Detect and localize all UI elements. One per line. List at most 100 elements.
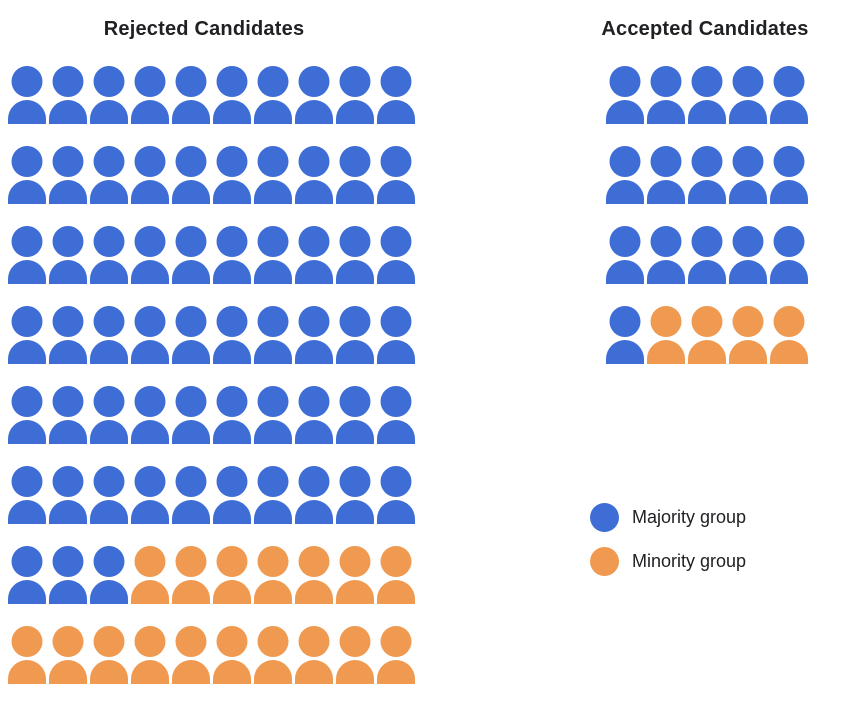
person-icon-minority bbox=[770, 306, 808, 364]
person-icon-minority bbox=[254, 626, 292, 684]
person-icon-minority bbox=[647, 306, 685, 364]
person-icon-majority bbox=[8, 66, 46, 124]
person-icon-majority bbox=[172, 306, 210, 364]
person-icon-majority bbox=[295, 306, 333, 364]
person-icon-minority bbox=[8, 626, 46, 684]
person-icon-minority bbox=[295, 626, 333, 684]
person-icon-minority bbox=[131, 546, 169, 604]
rejected-candidates-title: Rejected Candidates bbox=[103, 18, 305, 40]
person-icon-majority bbox=[49, 466, 87, 524]
person-icon-majority bbox=[606, 66, 644, 124]
person-icon-majority bbox=[606, 226, 644, 284]
person-icon-majority bbox=[172, 226, 210, 284]
person-icon-majority bbox=[254, 66, 292, 124]
person-icon-majority bbox=[131, 386, 169, 444]
person-icon-majority bbox=[336, 146, 374, 204]
person-icon-majority bbox=[213, 306, 251, 364]
person-icon-majority bbox=[49, 146, 87, 204]
legend-item-majority: Majority group bbox=[590, 503, 746, 532]
person-icon-majority bbox=[377, 66, 415, 124]
person-icon-majority bbox=[336, 306, 374, 364]
person-icon-majority bbox=[90, 306, 128, 364]
person-icon-majority bbox=[8, 386, 46, 444]
person-icon-majority bbox=[254, 146, 292, 204]
person-icon-majority bbox=[254, 226, 292, 284]
person-icon-majority bbox=[172, 466, 210, 524]
person-icon-minority bbox=[295, 546, 333, 604]
person-icon-majority bbox=[729, 66, 767, 124]
person-icon-majority bbox=[336, 66, 374, 124]
person-icon-majority bbox=[770, 66, 808, 124]
person-icon-majority bbox=[729, 226, 767, 284]
person-icon-majority bbox=[295, 466, 333, 524]
person-icon-minority bbox=[90, 626, 128, 684]
person-icon-majority bbox=[90, 386, 128, 444]
person-icon-majority bbox=[336, 226, 374, 284]
person-icon-majority bbox=[49, 226, 87, 284]
person-icon-minority bbox=[729, 306, 767, 364]
person-icon-majority bbox=[213, 466, 251, 524]
person-icon-majority bbox=[131, 146, 169, 204]
person-icon-majority bbox=[90, 546, 128, 604]
person-icon-majority bbox=[49, 386, 87, 444]
person-icon-majority bbox=[49, 546, 87, 604]
person-icon-majority bbox=[90, 466, 128, 524]
person-icon-majority bbox=[213, 386, 251, 444]
legend: Majority group Minority group bbox=[590, 503, 746, 576]
person-icon-minority bbox=[377, 626, 415, 684]
person-icon-majority bbox=[172, 146, 210, 204]
person-icon-majority bbox=[213, 66, 251, 124]
person-icon-majority bbox=[49, 66, 87, 124]
person-icon-majority bbox=[606, 306, 644, 364]
person-icon-majority bbox=[688, 146, 726, 204]
legend-label-minority: Minority group bbox=[632, 551, 747, 571]
person-icon-majority bbox=[131, 66, 169, 124]
person-icon-majority bbox=[688, 226, 726, 284]
person-icon-minority bbox=[377, 546, 415, 604]
person-icon-majority bbox=[295, 66, 333, 124]
person-icon-minority bbox=[688, 306, 726, 364]
person-icon-majority bbox=[770, 146, 808, 204]
person-icon-minority bbox=[49, 626, 87, 684]
rejected-candidates-grid bbox=[8, 66, 415, 684]
person-icon-majority bbox=[131, 466, 169, 524]
person-icon-minority bbox=[336, 546, 374, 604]
person-icon-majority bbox=[8, 226, 46, 284]
person-icon-majority bbox=[647, 66, 685, 124]
person-icon-majority bbox=[172, 386, 210, 444]
person-icon-majority bbox=[295, 226, 333, 284]
person-icon-minority bbox=[213, 626, 251, 684]
person-icon-majority bbox=[295, 386, 333, 444]
legend-item-minority: Minority group bbox=[590, 547, 746, 576]
person-icon-majority bbox=[377, 146, 415, 204]
person-icon-majority bbox=[336, 386, 374, 444]
person-icon-majority bbox=[90, 226, 128, 284]
person-icon-majority bbox=[8, 306, 46, 364]
person-icon-majority bbox=[688, 66, 726, 124]
person-icon-majority bbox=[377, 306, 415, 364]
person-icon-majority bbox=[295, 146, 333, 204]
person-icon-majority bbox=[90, 146, 128, 204]
person-icon-minority bbox=[254, 546, 292, 604]
person-icon-majority bbox=[172, 66, 210, 124]
person-icon-majority bbox=[254, 306, 292, 364]
person-icon-majority bbox=[336, 466, 374, 524]
person-icon-majority bbox=[49, 306, 87, 364]
person-icon-majority bbox=[647, 146, 685, 204]
person-icon-majority bbox=[8, 146, 46, 204]
person-icon-majority bbox=[606, 146, 644, 204]
person-icon-majority bbox=[90, 66, 128, 124]
majority-color-swatch bbox=[590, 503, 619, 532]
person-icon-majority bbox=[131, 306, 169, 364]
person-icon-majority bbox=[770, 226, 808, 284]
person-icon-majority bbox=[213, 226, 251, 284]
person-icon-minority bbox=[172, 626, 210, 684]
person-icon-minority bbox=[213, 546, 251, 604]
person-icon-majority bbox=[8, 546, 46, 604]
person-icon-majority bbox=[647, 226, 685, 284]
person-icon-majority bbox=[377, 226, 415, 284]
accepted-candidates-grid bbox=[606, 66, 808, 364]
person-icon-majority bbox=[131, 226, 169, 284]
person-icon-majority bbox=[377, 466, 415, 524]
